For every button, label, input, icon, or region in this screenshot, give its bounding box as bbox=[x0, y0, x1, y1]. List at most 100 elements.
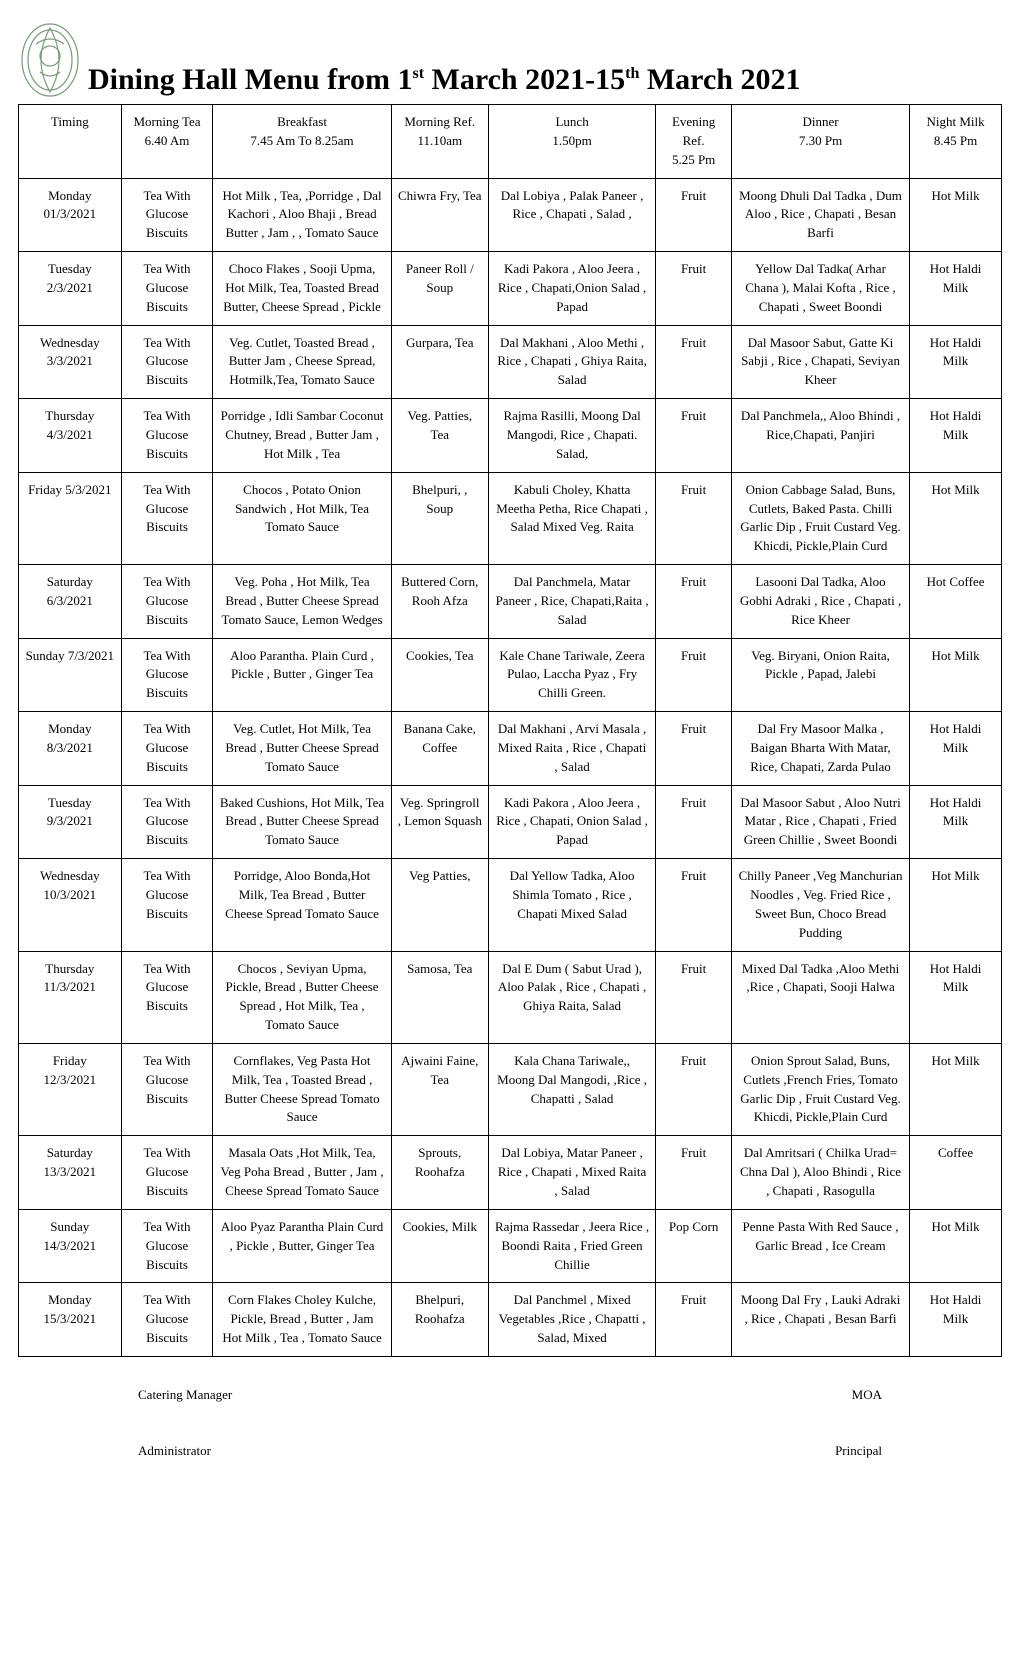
column-header: Timing bbox=[19, 105, 122, 179]
cell-morning: Tea With Glucose Biscuits bbox=[121, 565, 213, 639]
cell-morning: Tea With Glucose Biscuits bbox=[121, 472, 213, 564]
cell-night: Hot Haldi Milk bbox=[910, 399, 1002, 473]
cell-night: Hot Milk bbox=[910, 1209, 1002, 1283]
cell-day: Thursday 11/3/2021 bbox=[19, 951, 122, 1043]
cell-day: Wednesday 3/3/2021 bbox=[19, 325, 122, 399]
cell-night: Hot Haldi Milk bbox=[910, 712, 1002, 786]
cell-evening: Fruit bbox=[656, 1043, 732, 1135]
cell-dinner: Dal Panchmela,, Aloo Bhindi , Rice,Chapa… bbox=[731, 399, 909, 473]
cell-morning: Tea With Glucose Biscuits bbox=[121, 712, 213, 786]
cell-ref: Samosa, Tea bbox=[391, 951, 488, 1043]
cell-morning: Tea With Glucose Biscuits bbox=[121, 785, 213, 859]
cell-night: Hot Haldi Milk bbox=[910, 1283, 1002, 1357]
cell-ref: Veg Patties, bbox=[391, 859, 488, 951]
cell-lunch: Dal Lobiya , Palak Paneer , Rice , Chapa… bbox=[488, 178, 655, 252]
cell-breakfast: Veg. Cutlet, Hot Milk, Tea Bread , Butte… bbox=[213, 712, 391, 786]
cell-lunch: Dal Makhani , Arvi Masala , Mixed Raita … bbox=[488, 712, 655, 786]
cell-ref: Gurpara, Tea bbox=[391, 325, 488, 399]
cell-dinner: Onion Sprout Salad, Buns, Cutlets ,Frenc… bbox=[731, 1043, 909, 1135]
cell-dinner: Dal Fry Masoor Malka , Baigan Bharta Wit… bbox=[731, 712, 909, 786]
menu-row: Friday 5/3/2021Tea With Glucose Biscuits… bbox=[19, 472, 1002, 564]
cell-dinner: Dal Amritsari ( Chilka Urad= Chna Dal ),… bbox=[731, 1136, 909, 1210]
cell-ref: Bhelpuri, Roohafza bbox=[391, 1283, 488, 1357]
column-header: Night Milk8.45 Pm bbox=[910, 105, 1002, 179]
cell-dinner: Dal Masoor Sabut, Gatte Ki Sabji , Rice … bbox=[731, 325, 909, 399]
cell-day: Friday 12/3/2021 bbox=[19, 1043, 122, 1135]
cell-night: Hot Milk bbox=[910, 859, 1002, 951]
cell-evening: Fruit bbox=[656, 399, 732, 473]
signatory-catering-manager: Catering Manager bbox=[138, 1387, 232, 1403]
footer: Catering Manager MOA Administrator Princ… bbox=[18, 1387, 1002, 1459]
cell-day: Sunday 7/3/2021 bbox=[19, 638, 122, 712]
cell-ref: Sprouts, Roohafza bbox=[391, 1136, 488, 1210]
cell-day: Sunday 14/3/2021 bbox=[19, 1209, 122, 1283]
cell-lunch: Dal E Dum ( Sabut Urad ), Aloo Palak , R… bbox=[488, 951, 655, 1043]
cell-dinner: Dal Masoor Sabut , Aloo Nutri Matar , Ri… bbox=[731, 785, 909, 859]
signatory-administrator: Administrator bbox=[138, 1443, 211, 1459]
signatory-principal: Principal bbox=[835, 1443, 882, 1459]
cell-lunch: Kadi Pakora , Aloo Jeera , Rice , Chapat… bbox=[488, 252, 655, 326]
cell-breakfast: Veg. Cutlet, Toasted Bread , Butter Jam … bbox=[213, 325, 391, 399]
cell-morning: Tea With Glucose Biscuits bbox=[121, 325, 213, 399]
cell-dinner: Lasooni Dal Tadka, Aloo Gobhi Adraki , R… bbox=[731, 565, 909, 639]
cell-day: Saturday 13/3/2021 bbox=[19, 1136, 122, 1210]
cell-lunch: Dal Lobiya, Matar Paneer , Rice , Chapat… bbox=[488, 1136, 655, 1210]
column-header: Evening Ref.5.25 Pm bbox=[656, 105, 732, 179]
cell-ref: Veg. Springroll , Lemon Squash bbox=[391, 785, 488, 859]
cell-breakfast: Porridge , Idli Sambar Coconut Chutney, … bbox=[213, 399, 391, 473]
cell-morning: Tea With Glucose Biscuits bbox=[121, 399, 213, 473]
cell-night: Hot Milk bbox=[910, 638, 1002, 712]
cell-breakfast: Chocos , Seviyan Upma, Pickle, Bread , B… bbox=[213, 951, 391, 1043]
cell-breakfast: Choco Flakes , Sooji Upma, Hot Milk, Tea… bbox=[213, 252, 391, 326]
cell-ref: Buttered Corn, Rooh Afza bbox=[391, 565, 488, 639]
cell-evening: Fruit bbox=[656, 712, 732, 786]
cell-breakfast: Veg. Poha , Hot Milk, Tea Bread , Butter… bbox=[213, 565, 391, 639]
cell-lunch: Rajma Rassedar , Jeera Rice , Boondi Rai… bbox=[488, 1209, 655, 1283]
menu-row: Tuesday 9/3/2021Tea With Glucose Biscuit… bbox=[19, 785, 1002, 859]
cell-ref: Ajwaini Faine, Tea bbox=[391, 1043, 488, 1135]
cell-day: Saturday 6/3/2021 bbox=[19, 565, 122, 639]
cell-lunch: Dal Panchmela, Matar Paneer , Rice, Chap… bbox=[488, 565, 655, 639]
page-title: Dining Hall Menu from 1st March 2021-15t… bbox=[88, 63, 800, 100]
cell-breakfast: Baked Cushions, Hot Milk, Tea Bread , Bu… bbox=[213, 785, 391, 859]
cell-lunch: Kale Chane Tariwale, Zeera Pulao, Laccha… bbox=[488, 638, 655, 712]
cell-morning: Tea With Glucose Biscuits bbox=[121, 1283, 213, 1357]
cell-morning: Tea With Glucose Biscuits bbox=[121, 1043, 213, 1135]
cell-day: Tuesday 2/3/2021 bbox=[19, 252, 122, 326]
cell-evening: Fruit bbox=[656, 178, 732, 252]
cell-ref: Cookies, Tea bbox=[391, 638, 488, 712]
cell-breakfast: Cornflakes, Veg Pasta Hot Milk, Tea , To… bbox=[213, 1043, 391, 1135]
menu-row: Monday 01/3/2021Tea With Glucose Biscuit… bbox=[19, 178, 1002, 252]
cell-ref: Cookies, Milk bbox=[391, 1209, 488, 1283]
cell-lunch: Dal Makhani , Aloo Methi , Rice , Chapat… bbox=[488, 325, 655, 399]
cell-dinner: Chilly Paneer ,Veg Manchurian Noodles , … bbox=[731, 859, 909, 951]
cell-morning: Tea With Glucose Biscuits bbox=[121, 1209, 213, 1283]
cell-breakfast: Masala Oats ,Hot Milk, Tea, Veg Poha Bre… bbox=[213, 1136, 391, 1210]
cell-dinner: Veg. Biryani, Onion Raita, Pickle , Papa… bbox=[731, 638, 909, 712]
cell-day: Wednesday 10/3/2021 bbox=[19, 859, 122, 951]
menu-row: Monday 15/3/2021Tea With Glucose Biscuit… bbox=[19, 1283, 1002, 1357]
cell-morning: Tea With Glucose Biscuits bbox=[121, 638, 213, 712]
column-header: Breakfast7.45 Am To 8.25am bbox=[213, 105, 391, 179]
menu-row: Thursday 11/3/2021Tea With Glucose Biscu… bbox=[19, 951, 1002, 1043]
cell-evening: Fruit bbox=[656, 565, 732, 639]
cell-ref: Veg. Patties, Tea bbox=[391, 399, 488, 473]
menu-table: TimingMorning Tea6.40 AmBreakfast7.45 Am… bbox=[18, 104, 1002, 1357]
cell-dinner: Onion Cabbage Salad, Buns, Cutlets, Bake… bbox=[731, 472, 909, 564]
cell-day: Monday 15/3/2021 bbox=[19, 1283, 122, 1357]
cell-morning: Tea With Glucose Biscuits bbox=[121, 178, 213, 252]
cell-dinner: Mixed Dal Tadka ,Aloo Methi ,Rice , Chap… bbox=[731, 951, 909, 1043]
cell-lunch: Kadi Pakora , Aloo Jeera , Rice , Chapat… bbox=[488, 785, 655, 859]
cell-day: Monday 8/3/2021 bbox=[19, 712, 122, 786]
column-header: Morning Ref.11.10am bbox=[391, 105, 488, 179]
cell-evening: Fruit bbox=[656, 859, 732, 951]
cell-breakfast: Chocos , Potato Onion Sandwich , Hot Mil… bbox=[213, 472, 391, 564]
cell-evening: Fruit bbox=[656, 472, 732, 564]
cell-night: Hot Milk bbox=[910, 1043, 1002, 1135]
cell-night: Hot Haldi Milk bbox=[910, 951, 1002, 1043]
cell-evening: Fruit bbox=[656, 951, 732, 1043]
cell-night: Coffee bbox=[910, 1136, 1002, 1210]
cell-day: Thursday 4/3/2021 bbox=[19, 399, 122, 473]
cell-breakfast: Porridge, Aloo Bonda,Hot Milk, Tea Bread… bbox=[213, 859, 391, 951]
cell-night: Hot Coffee bbox=[910, 565, 1002, 639]
